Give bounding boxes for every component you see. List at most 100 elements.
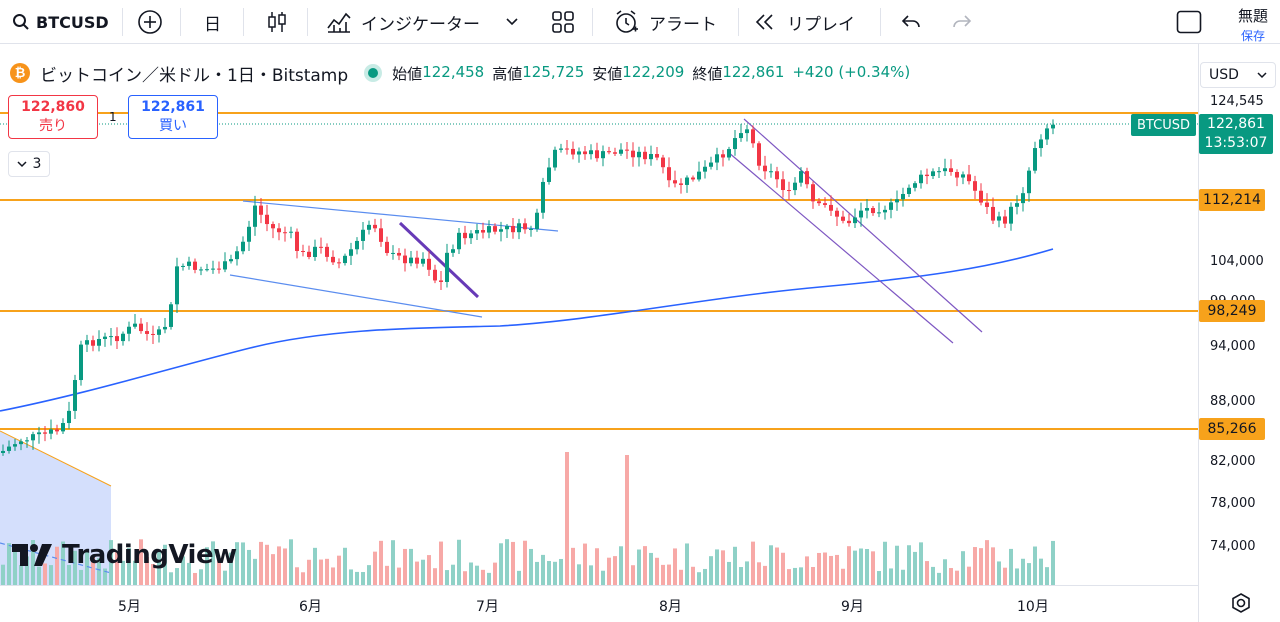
volume-bar — [541, 554, 545, 585]
indicators-collapse-button[interactable]: 3 — [8, 151, 50, 177]
candle-body — [847, 220, 851, 224]
chart-type-button[interactable] — [266, 0, 288, 44]
undo-button[interactable] — [900, 0, 922, 44]
candle-body — [205, 269, 209, 271]
candle-body — [529, 228, 533, 230]
symbol-title[interactable]: ビットコイン／米ドル・1日・Bitstamp — [40, 65, 349, 86]
candle-body — [481, 230, 485, 233]
layouts-button[interactable] — [551, 0, 575, 44]
candle-body — [559, 148, 563, 150]
compare-button[interactable] — [137, 0, 163, 44]
replay-button[interactable]: リプレイ — [753, 0, 855, 44]
volume-bar — [421, 559, 425, 585]
chart-settings-button[interactable] — [1230, 592, 1252, 618]
candle-body — [505, 225, 509, 230]
volume-bar — [805, 556, 809, 585]
candle-body — [997, 216, 1001, 221]
volume-bar — [637, 549, 641, 585]
buy-button[interactable]: 122,861 買い — [128, 95, 218, 139]
buy-label: 買い — [159, 118, 187, 134]
volume-bar — [205, 547, 209, 585]
chevron-down-icon[interactable] — [506, 18, 518, 26]
chevron-down-icon — [1257, 71, 1267, 78]
fullscreen-button[interactable] — [1176, 0, 1202, 44]
candle-body — [649, 154, 653, 160]
alert-button[interactable]: アラート — [613, 0, 717, 44]
candle-body — [211, 268, 215, 270]
volume-bar — [343, 547, 347, 585]
spread-value: 1 — [109, 110, 117, 124]
bar-countdown: 13:53:07 — [1204, 135, 1268, 151]
symbol-search[interactable]: BTCUSD — [12, 0, 109, 44]
wedge-upper-line[interactable] — [242, 200, 559, 232]
channel-upper-line[interactable] — [743, 118, 983, 333]
volume-bar — [559, 558, 563, 585]
level-label-112214[interactable]: 112,214 — [1199, 189, 1265, 211]
candle-body — [571, 148, 575, 155]
volume-bar — [37, 566, 41, 585]
candle-body — [469, 233, 473, 239]
candlesticks — [1, 119, 1055, 456]
wedge-lower-line[interactable] — [229, 274, 483, 318]
candle-body — [841, 216, 845, 221]
volume-bar — [445, 570, 449, 585]
candle-body — [859, 210, 863, 218]
tradingview-logo[interactable]: TradingView — [12, 540, 237, 570]
candle-body — [73, 380, 77, 411]
volume-bar — [1, 564, 5, 585]
volume-bar — [79, 569, 83, 585]
volume-bar — [259, 541, 263, 585]
tv-logo-icon — [12, 544, 52, 566]
volume-bar — [337, 555, 341, 585]
volume-bar — [391, 540, 395, 585]
candle-body — [259, 205, 263, 215]
candle-body — [397, 252, 401, 256]
volume-bar — [595, 548, 599, 585]
candle-body — [37, 432, 41, 435]
candle-body — [157, 329, 161, 335]
candle-body — [565, 148, 569, 150]
candle-body — [451, 249, 455, 253]
sell-button[interactable]: 122,860 売り — [8, 95, 98, 139]
candle-body — [223, 261, 227, 270]
channel-lower-line[interactable] — [727, 151, 954, 344]
volume-bar — [13, 546, 17, 585]
volume-bar — [331, 567, 335, 585]
candle-body — [337, 262, 341, 264]
candle-body — [301, 250, 305, 252]
candle-body — [577, 151, 581, 155]
candle-body — [409, 257, 413, 264]
candle-body — [325, 246, 329, 257]
volume-bar — [589, 565, 593, 585]
price-chart[interactable] — [0, 88, 1198, 585]
candle-body — [295, 231, 299, 251]
redo-button[interactable] — [951, 0, 973, 44]
volume-bar — [361, 572, 365, 585]
level-label-98249[interactable]: 98,249 — [1199, 300, 1265, 322]
volume-bar — [955, 570, 959, 585]
candle-body — [919, 174, 923, 184]
moving-average-line[interactable] — [0, 248, 1054, 412]
volume-bar — [85, 551, 89, 585]
current-price: 122,861 — [1207, 116, 1265, 132]
candle-body — [193, 261, 197, 270]
alert-label: アラート — [649, 14, 717, 35]
candle-body — [769, 171, 773, 173]
layout-name[interactable]: 無題 保存 — [1238, 5, 1268, 44]
candle-body — [931, 171, 935, 177]
save-link[interactable]: 保存 — [1241, 29, 1266, 43]
volume-bar — [367, 565, 371, 585]
candle-body — [289, 231, 293, 233]
downtrend-line[interactable] — [398, 221, 480, 299]
level-label-85266[interactable]: 85,266 — [1199, 418, 1265, 440]
volume-bar — [481, 569, 485, 585]
interval-button[interactable]: 日 — [204, 0, 221, 44]
indicators-label: インジケーター — [361, 14, 480, 35]
time-axis[interactable] — [0, 585, 1198, 622]
candle-body — [925, 174, 929, 177]
volume-bar — [631, 565, 635, 585]
currency-select[interactable]: USD — [1200, 62, 1276, 88]
volume-bar — [727, 561, 731, 585]
volume-bar — [943, 559, 947, 585]
indicators-button[interactable]: インジケーター — [326, 0, 518, 44]
